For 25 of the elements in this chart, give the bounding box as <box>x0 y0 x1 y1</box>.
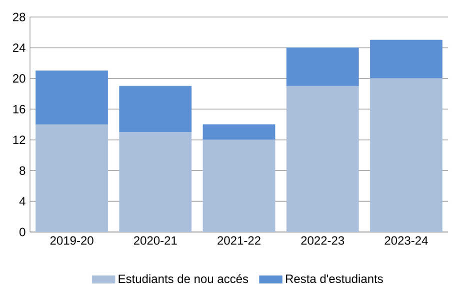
bar <box>286 86 359 232</box>
y-tick-label: 8 <box>20 166 26 175</box>
bar <box>202 140 276 232</box>
bar <box>119 86 192 132</box>
legend-label: Resta d'estudiants <box>286 274 383 284</box>
bar <box>36 70 108 125</box>
x-tick-label: 2021-22 <box>218 236 260 245</box>
x-tick-label: 2020-21 <box>134 236 177 245</box>
bar <box>36 124 108 232</box>
y-tick-label: 12 <box>13 136 26 144</box>
x-tick-label: 2023-24 <box>384 236 428 245</box>
bar <box>119 132 192 232</box>
bar <box>202 124 276 140</box>
x-tick-label: 2019-20 <box>50 236 94 245</box>
y-tick-label: 24 <box>13 44 26 52</box>
bar <box>370 40 442 79</box>
legend-label: Estudiants de nou accés <box>118 274 248 284</box>
y-tick-label: 28 <box>13 12 26 22</box>
bar <box>370 78 442 232</box>
y-tick-label: 0 <box>20 228 26 236</box>
y-tick-label: 16 <box>13 104 26 114</box>
y-tick-label: 20 <box>13 74 26 83</box>
bar <box>286 48 359 86</box>
x-tick-label: 2022-23 <box>301 236 344 245</box>
y-tick-label: 4 <box>19 197 26 206</box>
